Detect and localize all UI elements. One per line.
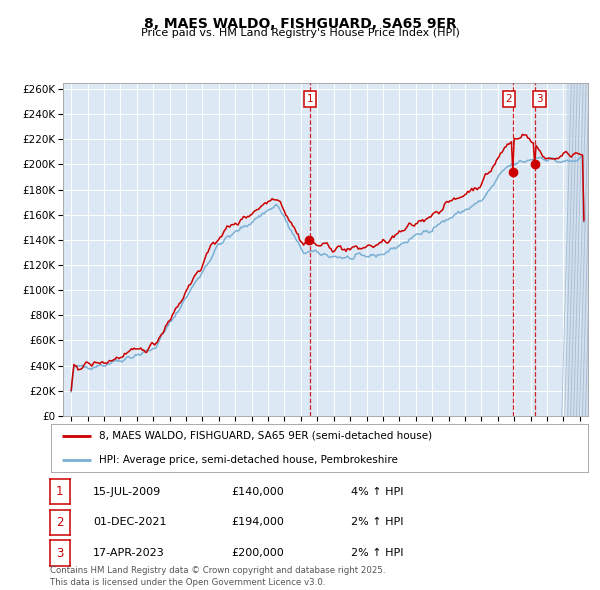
Text: 2% ↑ HPI: 2% ↑ HPI	[351, 548, 404, 558]
Text: £140,000: £140,000	[231, 487, 284, 497]
Text: Price paid vs. HM Land Registry's House Price Index (HPI): Price paid vs. HM Land Registry's House …	[140, 28, 460, 38]
Text: 1: 1	[307, 94, 313, 104]
Text: 2: 2	[56, 516, 64, 529]
Text: 8, MAES WALDO, FISHGUARD, SA65 9ER: 8, MAES WALDO, FISHGUARD, SA65 9ER	[143, 17, 457, 31]
Text: HPI: Average price, semi-detached house, Pembrokeshire: HPI: Average price, semi-detached house,…	[100, 455, 398, 465]
Bar	[566, 83, 588, 416]
Text: 2: 2	[505, 94, 512, 104]
Text: 01-DEC-2021: 01-DEC-2021	[93, 517, 167, 527]
Text: £200,000: £200,000	[231, 548, 284, 558]
Text: 3: 3	[536, 94, 543, 104]
Text: 17-APR-2023: 17-APR-2023	[93, 548, 165, 558]
Text: 8, MAES WALDO, FISHGUARD, SA65 9ER (semi-detached house): 8, MAES WALDO, FISHGUARD, SA65 9ER (semi…	[100, 431, 433, 441]
Text: 2% ↑ HPI: 2% ↑ HPI	[351, 517, 404, 527]
Text: 1: 1	[56, 485, 64, 499]
Text: 3: 3	[56, 546, 64, 560]
Text: £194,000: £194,000	[231, 517, 284, 527]
Text: 4% ↑ HPI: 4% ↑ HPI	[351, 487, 404, 497]
Text: Contains HM Land Registry data © Crown copyright and database right 2025.
This d: Contains HM Land Registry data © Crown c…	[50, 566, 385, 587]
Text: 15-JUL-2009: 15-JUL-2009	[93, 487, 161, 497]
